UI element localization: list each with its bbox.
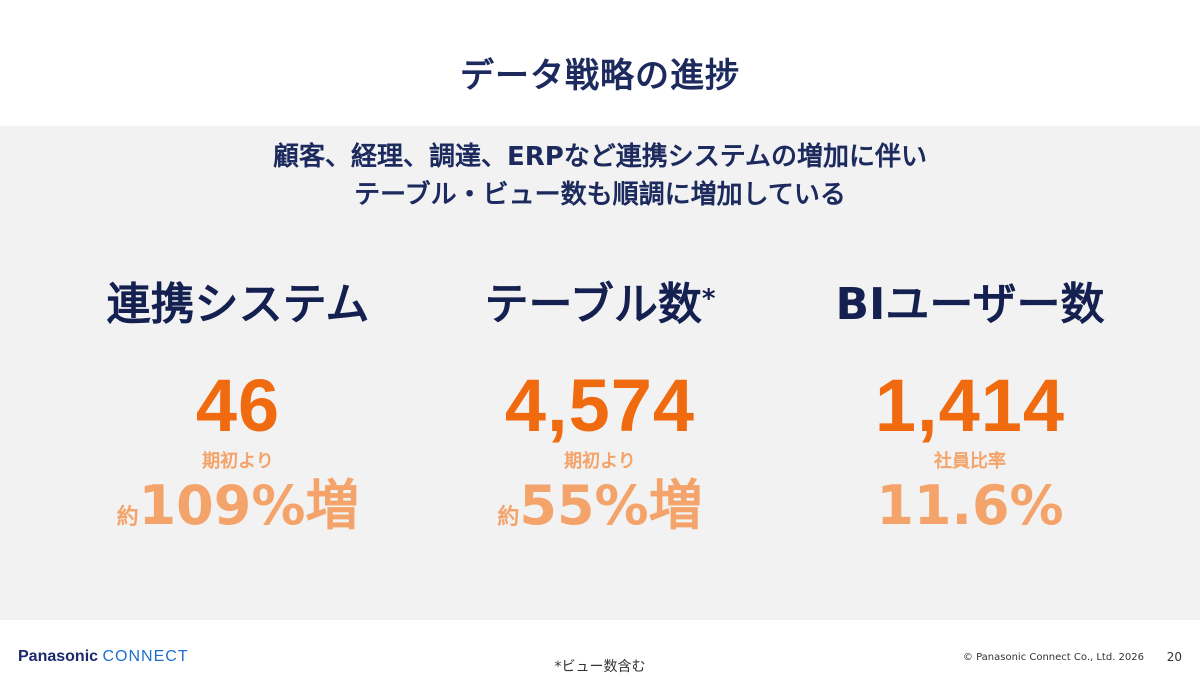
metric-sub-label: 期初より: [564, 451, 636, 472]
footnote: *ビュー数含む: [554, 659, 646, 675]
slide-title: データ戦略の進捗: [460, 56, 740, 96]
content-panel: [0, 126, 1200, 620]
metric-heading-text: 連携システム: [106, 279, 370, 330]
metric-heading-text: BIユーザー数: [835, 279, 1105, 330]
metric-change-prefix: 約: [497, 505, 520, 530]
lead-line-1: 顧客、経理、調達、ERPなど連携システムの増加に伴い: [272, 142, 928, 172]
metric-change-prefix: 約: [116, 505, 139, 530]
metric-change-value: 109%増: [138, 474, 360, 537]
metric-value: 1,414: [874, 364, 1066, 447]
metric-heading: BIユーザー数: [770, 272, 1170, 338]
page-number: 20: [1166, 650, 1182, 664]
metric-heading-mark: *: [701, 284, 716, 314]
copyright: © Panasonic Connect Co., Ltd. 2026: [962, 652, 1144, 663]
metric-heading-text: テーブル数: [484, 279, 702, 330]
metric-table-count: テーブル数* 4,574 期初より 約55%増: [400, 272, 800, 550]
metric-change-value: 11.6%: [876, 474, 1064, 537]
company-logo: Panasonic CONNECT: [18, 648, 189, 666]
logo-brand: Panasonic: [18, 648, 99, 665]
metric-linked-systems: 連携システム 46 期初より 約109%増: [38, 272, 438, 550]
metric-heading: 連携システム: [38, 272, 438, 338]
lead-text: 顧客、経理、調達、ERPなど連携システムの増加に伴い テーブル・ビュー数も順調に…: [0, 138, 1200, 214]
metric-change: 11.6%: [770, 474, 1170, 550]
metric-value: 46: [195, 364, 281, 447]
metric-sub-label: 期初より: [202, 451, 274, 472]
metric-change: 約109%増: [38, 474, 438, 550]
metric-value: 4,574: [504, 364, 696, 447]
metric-change-value: 55%増: [519, 474, 703, 537]
metric-bi-users: BIユーザー数 1,414 社員比率 11.6%: [770, 272, 1170, 550]
metric-heading: テーブル数*: [400, 272, 800, 338]
metric-sub-label: 社員比率: [934, 451, 1006, 472]
metric-change: 約55%増: [400, 474, 800, 550]
logo-connect: CONNECT: [102, 648, 189, 665]
lead-line-2: テーブル・ビュー数も順調に増加している: [354, 180, 846, 210]
